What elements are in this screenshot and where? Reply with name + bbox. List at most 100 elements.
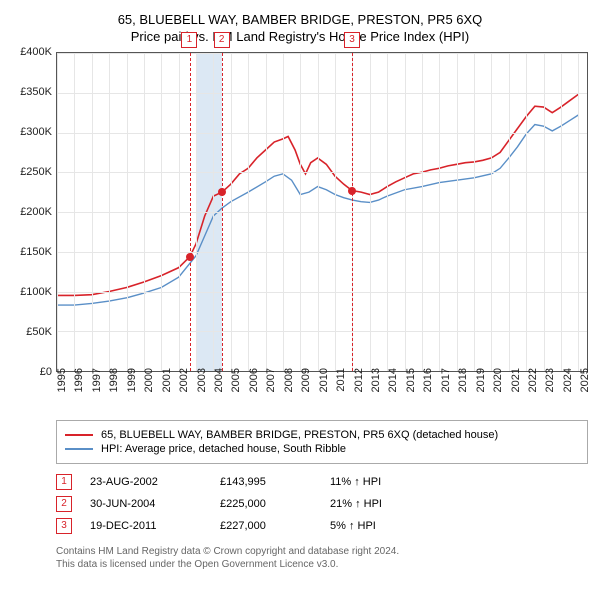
y-axis-label: £50K <box>8 326 52 338</box>
gridline-h <box>57 331 587 332</box>
gridline-h <box>57 172 587 173</box>
sale-entry-date: 23-AUG-2002 <box>90 476 220 488</box>
x-axis-label: 1995 <box>56 368 68 392</box>
x-axis-label: 2009 <box>300 368 312 392</box>
sale-entry-date: 30-JUN-2004 <box>90 498 220 510</box>
gridline-v <box>266 53 267 371</box>
x-axis-label: 2001 <box>161 368 173 392</box>
x-axis-label: 1996 <box>73 368 85 392</box>
gridline-h <box>57 212 587 213</box>
footer: Contains HM Land Registry data © Crown c… <box>56 546 588 570</box>
x-axis-label: 1998 <box>108 368 120 392</box>
y-axis-label: £400K <box>8 46 52 58</box>
gridline-h <box>57 53 587 54</box>
x-axis-label: 2014 <box>387 368 399 392</box>
x-axis-label: 2005 <box>230 368 242 392</box>
x-axis-label: 2017 <box>440 368 452 392</box>
x-axis-label: 2019 <box>475 368 487 392</box>
chart-container: 65, BLUEBELL WAY, BAMBER BRIDGE, PRESTON… <box>0 0 600 580</box>
x-axis-label: 2013 <box>370 368 382 392</box>
gridline-v <box>491 53 492 371</box>
sale-entry-price: £143,995 <box>220 476 330 488</box>
legend-label: HPI: Average price, detached house, Sout… <box>101 443 346 455</box>
x-axis-label: 2021 <box>510 368 522 392</box>
sale-entry-row: 1 23-AUG-2002£143,99511% ↑ HPI <box>56 474 588 490</box>
sale-marker-line <box>222 53 223 371</box>
gridline-v <box>422 53 423 371</box>
gridline-h <box>57 133 587 134</box>
sale-entry-diff: 21% ↑ HPI <box>330 498 382 510</box>
sale-marker-dot <box>218 188 226 196</box>
y-axis-label: £250K <box>8 166 52 178</box>
gridline-v <box>544 53 545 371</box>
gridline-v <box>74 53 75 371</box>
sale-entry-row: 2 30-JUN-2004£225,00021% ↑ HPI <box>56 496 588 512</box>
x-axis-label: 2022 <box>527 368 539 392</box>
gridline-v <box>387 53 388 371</box>
sale-marker-dot <box>186 253 194 261</box>
gridline-v <box>509 53 510 371</box>
sales-table: 1 23-AUG-2002£143,99511% ↑ HPI 2 30-JUN-200… <box>56 474 588 534</box>
x-axis-label: 2025 <box>579 368 591 392</box>
x-axis-label: 1997 <box>91 368 103 392</box>
x-axis-label: 2011 <box>335 368 347 392</box>
x-axis-label: 2000 <box>143 368 155 392</box>
x-axis-label: 2008 <box>283 368 295 392</box>
y-axis-label: £200K <box>8 206 52 218</box>
legend-row: 65, BLUEBELL WAY, BAMBER BRIDGE, PRESTON… <box>65 429 579 441</box>
gridline-v <box>578 53 579 371</box>
legend-swatch <box>65 448 93 450</box>
sale-entry-price: £227,000 <box>220 520 330 532</box>
gridline-v <box>144 53 145 371</box>
gridline-v <box>474 53 475 371</box>
gridline-v <box>231 53 232 371</box>
legend-swatch <box>65 434 93 436</box>
y-axis-label: £150K <box>8 246 52 258</box>
chart-subtitle: Price paid vs. HM Land Registry's House … <box>12 29 588 44</box>
sale-entry-row: 319-DEC-2011£227,0005% ↑ HPI <box>56 518 588 534</box>
legend-label: 65, BLUEBELL WAY, BAMBER BRIDGE, PRESTON… <box>101 429 498 441</box>
x-axis-label: 2024 <box>562 368 574 392</box>
sale-marker-line <box>352 53 353 371</box>
gridline-v <box>561 53 562 371</box>
legend-row: HPI: Average price, detached house, Sout… <box>65 443 579 455</box>
y-axis-label: £0 <box>8 366 52 378</box>
sale-marker-box: 2 <box>214 32 230 48</box>
x-axis-label: 2003 <box>196 368 208 392</box>
gridline-v <box>109 53 110 371</box>
plot-area: £0£50K£100K£150K£200K£250K£300K£350K£400… <box>56 52 588 372</box>
x-axis-label: 1999 <box>126 368 138 392</box>
footer-line-2: This data is licensed under the Open Gov… <box>56 559 588 570</box>
chart-title: 65, BLUEBELL WAY, BAMBER BRIDGE, PRESTON… <box>12 12 588 27</box>
sale-marker-box: 1 <box>181 32 197 48</box>
gridline-v <box>283 53 284 371</box>
y-axis-label: £300K <box>8 126 52 138</box>
sale-entry-number: 2 <box>56 496 72 512</box>
sale-entry-number: 1 <box>56 474 72 490</box>
x-axis-label: 2006 <box>248 368 260 392</box>
x-axis-label: 2010 <box>318 368 330 392</box>
x-axis-label: 2007 <box>265 368 277 392</box>
sale-entry-price: £225,000 <box>220 498 330 510</box>
gridline-v <box>92 53 93 371</box>
x-axis-label: 2018 <box>457 368 469 392</box>
gridline-v <box>196 53 197 371</box>
y-axis-label: £100K <box>8 286 52 298</box>
x-axis-label: 2004 <box>213 368 225 392</box>
gridline-v <box>405 53 406 371</box>
gridline-v <box>370 53 371 371</box>
sale-entry-date: 19-DEC-2011 <box>90 520 220 532</box>
x-axis-label: 2020 <box>492 368 504 392</box>
titles: 65, BLUEBELL WAY, BAMBER BRIDGE, PRESTON… <box>12 12 588 44</box>
gridline-v <box>526 53 527 371</box>
footer-line-1: Contains HM Land Registry data © Crown c… <box>56 546 588 557</box>
sale-marker-box: 3 <box>344 32 360 48</box>
gridline-v <box>318 53 319 371</box>
sale-entry-diff: 11% ↑ HPI <box>330 476 381 488</box>
gridline-v <box>127 53 128 371</box>
sale-marker-dot <box>348 187 356 195</box>
gridline-v <box>213 53 214 371</box>
legend: 65, BLUEBELL WAY, BAMBER BRIDGE, PRESTON… <box>56 420 588 464</box>
y-axis-label: £350K <box>8 86 52 98</box>
gridline-v <box>439 53 440 371</box>
